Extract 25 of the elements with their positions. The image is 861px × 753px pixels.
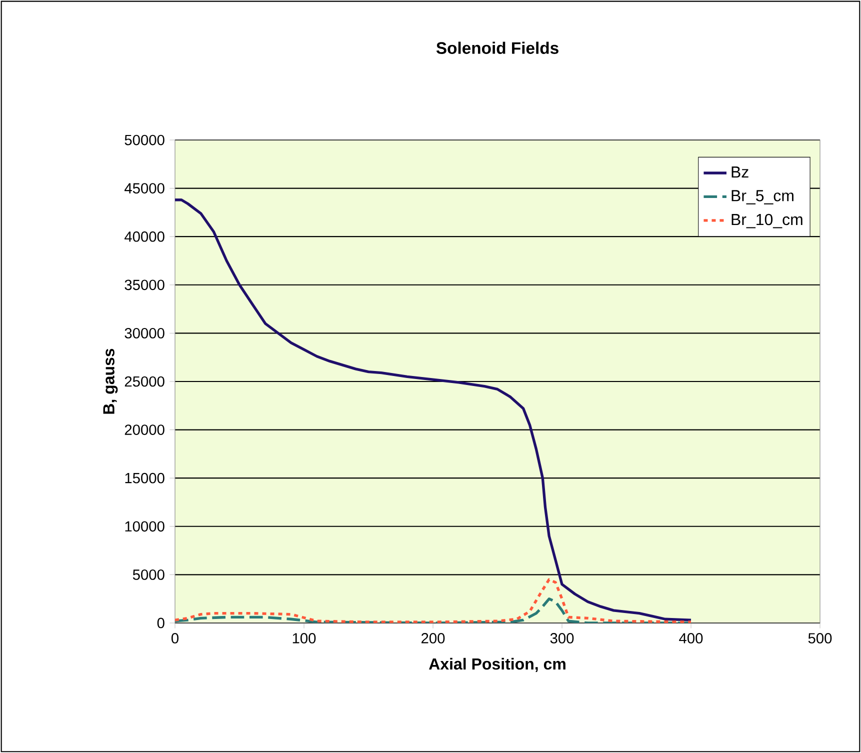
chart-title: Solenoid Fields [436, 42, 558, 54]
line-series [175, 578, 692, 623]
y-tick-label: 30000 [124, 328, 164, 338]
y-tick-label: 10000 [125, 521, 164, 532]
y-tick-label: 50000 [124, 134, 164, 146]
x-tick-label: 400 [679, 633, 703, 644]
legend-label: Br_10_cm [732, 214, 802, 228]
y-tick-label: 5000 [132, 570, 164, 580]
line-series [175, 198, 692, 622]
y-axis-title: B, gauss [103, 348, 118, 414]
y-tick-label: 45000 [124, 183, 164, 194]
y-tick-label: 0 [157, 618, 164, 628]
x-tick-label: 200 [422, 633, 445, 644]
y-tick-label: 20000 [124, 424, 164, 435]
legend-label: Br_5_cm [732, 190, 794, 204]
x-axis-title: Axial Position, cm [428, 658, 566, 672]
y-tick-label: 35000 [124, 280, 164, 290]
x-tick-label: 0 [171, 633, 178, 644]
legend-label: Bz [732, 166, 748, 178]
y-tick-label: 40000 [124, 231, 164, 242]
y-tick-label: 25000 [124, 376, 164, 387]
x-tick-label: 500 [808, 633, 832, 644]
y-tick-label: 15000 [125, 472, 164, 484]
x-tick-label: 300 [550, 633, 574, 644]
x-tick-label: 100 [292, 633, 316, 644]
